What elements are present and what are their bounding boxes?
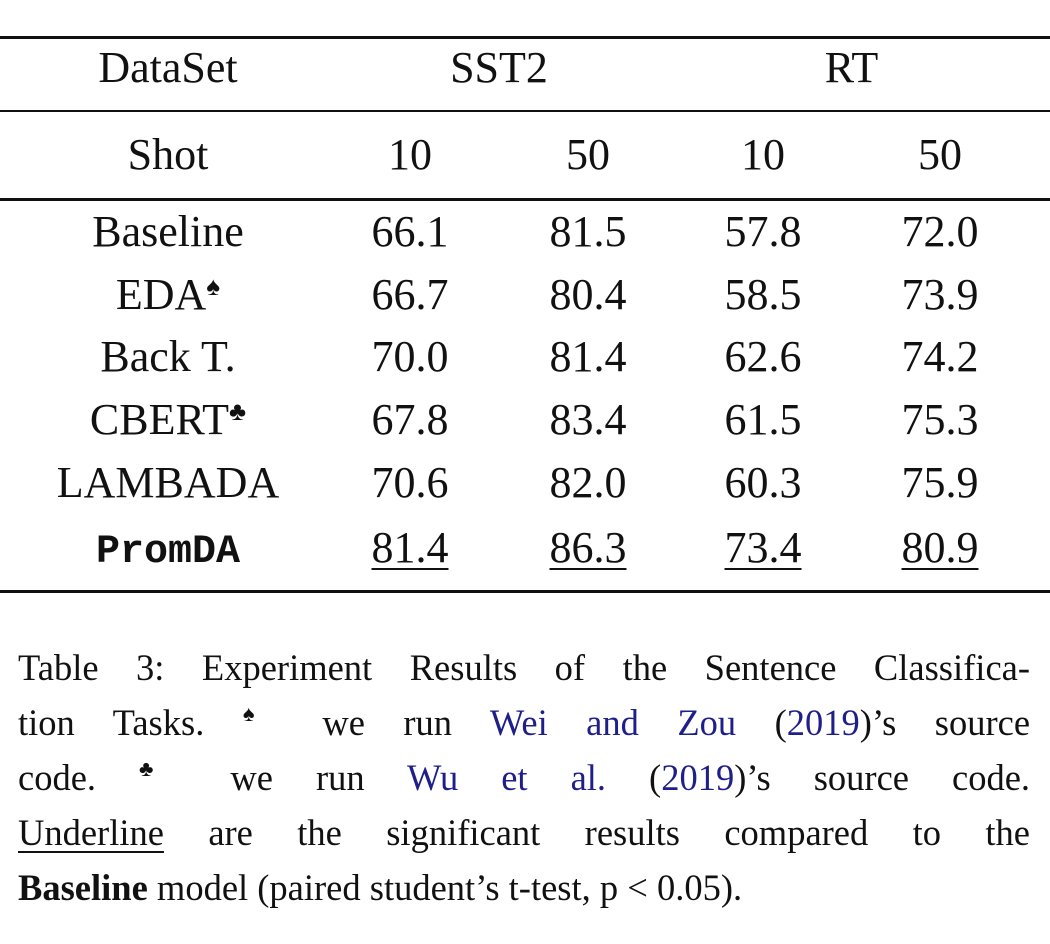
row-label: PromDA — [18, 518, 318, 578]
header-shot-value: 50 — [918, 130, 962, 179]
value: 60.3 — [724, 458, 802, 507]
mid-rule — [0, 198, 1050, 201]
caption-text: 2019 — [661, 757, 735, 798]
caption-text: )’s source — [859, 702, 1031, 743]
value: 83.4 — [549, 395, 627, 444]
row-label: CBERT♣ — [18, 390, 318, 450]
value: 75.9 — [901, 458, 979, 507]
caption-text: ( — [606, 757, 662, 798]
value: 70.6 — [371, 458, 449, 507]
caption-text: 2019 — [786, 702, 860, 743]
row-label-mark: ♣ — [229, 397, 247, 426]
cell-value: 58.5 — [683, 265, 843, 325]
caption-line: Underline are the significant results co… — [18, 805, 1030, 860]
value: 67.8 — [371, 395, 449, 444]
cell-value: 80.9 — [860, 518, 1020, 578]
cell-value: 83.4 — [508, 390, 668, 450]
cell-value: 75.3 — [860, 390, 1020, 450]
cell-value: 81.5 — [508, 202, 668, 262]
caption-line: code. ♣ we run Wu et al. (2019)’s source… — [18, 750, 1030, 805]
caption-text: code. — [18, 757, 140, 798]
cell-value: 72.0 — [860, 202, 1020, 262]
value: 73.9 — [901, 270, 979, 319]
value: 81.4 — [371, 523, 449, 572]
value: 61.5 — [724, 395, 802, 444]
value: 66.1 — [371, 207, 449, 256]
cell-value: 70.0 — [330, 327, 490, 387]
value: 80.9 — [901, 523, 979, 572]
row-label: LAMBADA — [18, 453, 318, 513]
cell-value: 70.6 — [330, 453, 490, 513]
row-label-text: PromDA — [95, 530, 241, 575]
caption-text: are the significant results compared to … — [163, 812, 1030, 853]
cell-value: 66.7 — [330, 265, 490, 325]
row-label-text: Back T. — [100, 332, 236, 381]
row-label-text: LAMBADA — [56, 458, 280, 507]
bottom-rule — [0, 590, 1050, 593]
value: 74.2 — [901, 332, 979, 381]
row-label-text: Baseline — [92, 207, 244, 256]
top-rule — [0, 36, 1050, 39]
caption-text: we run — [283, 702, 490, 743]
caption-line: tion Tasks. ♠ we run Wei and Zou (2019)’… — [18, 695, 1030, 750]
cell-value: 81.4 — [330, 518, 490, 578]
caption-text: Underline — [18, 812, 164, 853]
value: 80.4 — [549, 270, 627, 319]
row-label: Back T. — [18, 327, 318, 387]
caption-text: we run — [187, 757, 407, 798]
caption-text: model (paired student’s t-test, p < 0.05… — [147, 867, 743, 908]
caption-text: ♠ — [242, 701, 284, 726]
value: 73.4 — [724, 523, 802, 572]
cell-value: 81.4 — [508, 327, 668, 387]
caption-text: Wu et al. — [406, 757, 607, 798]
cell-value: 57.8 — [683, 202, 843, 262]
header-shot: Shot — [127, 130, 209, 179]
cell-value: 73.4 — [683, 518, 843, 578]
row-label-text: CBERT — [89, 395, 230, 444]
caption-line: Baseline model (paired student’s t-test,… — [18, 860, 1030, 915]
row-label: Baseline — [18, 202, 318, 262]
value: 62.6 — [724, 332, 802, 381]
caption-text: ( — [736, 702, 787, 743]
value: 82.0 — [549, 458, 627, 507]
value: 72.0 — [901, 207, 979, 256]
row-label-text: EDA — [115, 270, 207, 319]
value: 81.5 — [549, 207, 627, 256]
cell-value: 73.9 — [860, 265, 1020, 325]
header-dataset: DataSet — [98, 43, 238, 92]
header-group: RT — [824, 43, 879, 92]
header-rule — [0, 110, 1050, 112]
value: 86.3 — [549, 523, 627, 572]
caption-text: )’s source code. — [734, 757, 1031, 798]
header-group: SST2 — [450, 43, 548, 92]
value: 70.0 — [371, 332, 449, 381]
cell-value: 74.2 — [860, 327, 1020, 387]
cell-value: 80.4 — [508, 265, 668, 325]
header-shot-value: 10 — [741, 130, 785, 179]
caption-text: Baseline — [18, 867, 148, 908]
caption-text: Wei and Zou — [489, 702, 737, 743]
row-label-mark: ♠ — [206, 272, 221, 301]
cell-value: 61.5 — [683, 390, 843, 450]
cell-value: 75.9 — [860, 453, 1020, 513]
value: 75.3 — [901, 395, 979, 444]
value: 66.7 — [371, 270, 449, 319]
header-shot-value: 10 — [388, 130, 432, 179]
row-label: EDA♠ — [18, 265, 318, 325]
cell-value: 86.3 — [508, 518, 668, 578]
cell-value: 62.6 — [683, 327, 843, 387]
caption-text: Table 3: Experiment Results of the Sente… — [18, 647, 1030, 688]
value: 58.5 — [724, 270, 802, 319]
value: 57.8 — [724, 207, 802, 256]
caption-text: tion Tasks. — [18, 702, 243, 743]
cell-value: 82.0 — [508, 453, 668, 513]
caption-line: Table 3: Experiment Results of the Sente… — [18, 640, 1030, 695]
caption-text: ♣ — [139, 756, 188, 781]
cell-value: 66.1 — [330, 202, 490, 262]
header-shot-value: 50 — [566, 130, 610, 179]
value: 81.4 — [549, 332, 627, 381]
cell-value: 67.8 — [330, 390, 490, 450]
cell-value: 60.3 — [683, 453, 843, 513]
